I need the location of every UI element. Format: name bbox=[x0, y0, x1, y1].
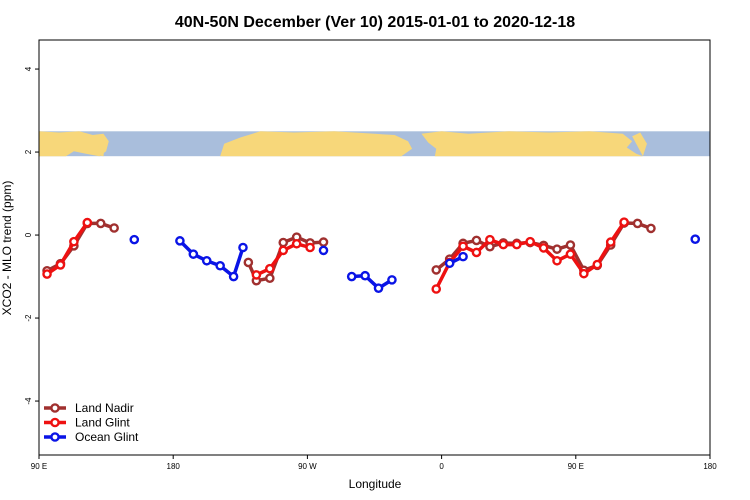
ocean-glint-point-3-3 bbox=[387, 275, 397, 285]
ocean-glint-point-4-0 bbox=[444, 258, 455, 269]
land-nadir-point-2-9 bbox=[552, 244, 562, 254]
x-tick-label-3: 0 bbox=[439, 462, 444, 471]
ocean-glint-point-3-1 bbox=[360, 270, 370, 281]
x-tick-label-2: 90 W bbox=[298, 462, 317, 471]
series-ocean-glint bbox=[129, 234, 701, 293]
y-tick-label-3: 2 bbox=[24, 149, 33, 154]
land-glint-point-2-3 bbox=[471, 247, 482, 258]
y-axis-label: XCO2 - MLO trend (ppm) bbox=[0, 181, 14, 316]
land-nadir-point-2-0 bbox=[431, 265, 442, 275]
x-axis: 90 E 180 90 W 0 90 E 180 bbox=[31, 455, 717, 471]
x-axis-label: Longitude bbox=[349, 477, 402, 491]
x-tick-label-1: 180 bbox=[167, 462, 181, 471]
land-glint-point-2-6 bbox=[511, 239, 522, 250]
land-glint-point-2-4 bbox=[485, 234, 495, 245]
land-glint-point-2-11 bbox=[579, 268, 589, 279]
land-glint-point-2-12 bbox=[592, 259, 603, 270]
ocean-glint-point-1-4 bbox=[228, 271, 239, 282]
land-glint-point-0-0 bbox=[42, 269, 52, 279]
legend-label-land-nadir: Land Nadir bbox=[75, 401, 134, 415]
land-nadir-point-0-5 bbox=[109, 223, 119, 233]
ocean-glint-point-1-1 bbox=[188, 249, 199, 259]
legend-marker-land-nadir bbox=[50, 403, 60, 413]
land-nadir-point-1-6 bbox=[318, 237, 329, 247]
map-land-5 bbox=[632, 132, 647, 157]
ocean-glint-point-1-5 bbox=[238, 242, 248, 253]
plot-frame bbox=[38, 39, 711, 456]
legend-marker-ocean-glint bbox=[50, 432, 60, 442]
map-land-1 bbox=[96, 143, 105, 157]
land-glint-point-1-2 bbox=[278, 245, 289, 256]
world-map-band bbox=[39, 131, 710, 157]
land-glint-point-1-0 bbox=[251, 270, 262, 280]
map-land-2 bbox=[220, 131, 643, 157]
ocean-glint-point-0-0 bbox=[129, 234, 140, 245]
y-tick-label-1: -2 bbox=[24, 314, 33, 322]
land-nadir-point-2-16 bbox=[646, 223, 656, 234]
land-glint-point-2-9 bbox=[552, 255, 562, 266]
map-land-4 bbox=[385, 142, 396, 154]
ocean-glint-point-4-1 bbox=[458, 251, 468, 262]
land-glint-point-0-3 bbox=[82, 217, 93, 228]
land-nadir-point-2-10 bbox=[565, 240, 576, 250]
ocean-glint-point-1-2 bbox=[201, 255, 212, 266]
land-glint-point-1-1 bbox=[265, 263, 275, 274]
y-tick-label-0: -4 bbox=[24, 397, 33, 405]
land-glint-point-2-10 bbox=[565, 249, 576, 259]
map-land-3 bbox=[220, 131, 413, 157]
land-glint-point-2-2 bbox=[458, 241, 468, 252]
y-tick-label-2: 0 bbox=[24, 232, 33, 237]
legend-marker-land-glint bbox=[50, 417, 60, 428]
legend-label-land-glint: Land Glint bbox=[75, 416, 130, 430]
land-nadir-point-0-4 bbox=[95, 218, 106, 229]
x-tick-label-0: 90 E bbox=[31, 462, 47, 471]
ocean-glint-point-1-0 bbox=[175, 236, 185, 246]
legend-label-ocean-glint: Ocean Glint bbox=[75, 430, 139, 444]
ocean-glint-point-1-3 bbox=[215, 260, 225, 271]
ocean-glint-point-3-2 bbox=[373, 283, 384, 293]
y-axis: -4 -2 0 2 4 bbox=[24, 66, 39, 405]
land-glint-point-1-4 bbox=[305, 242, 315, 253]
land-glint-point-2-14 bbox=[619, 217, 629, 227]
land-glint-point-2-8 bbox=[538, 243, 549, 253]
land-glint-point-0-1 bbox=[55, 260, 66, 270]
land-nadir-point-2-15 bbox=[632, 218, 643, 229]
x-tick-label-4: 90 E bbox=[568, 462, 584, 471]
land-nadir-point-1-3 bbox=[278, 237, 289, 248]
chart-title: 40N-50N December (Ver 10) 2015-01-01 to … bbox=[175, 14, 575, 31]
series-layer bbox=[42, 217, 701, 294]
map-land-0 bbox=[39, 131, 109, 157]
land-glint-point-2-13 bbox=[605, 237, 616, 247]
series-land-glint bbox=[42, 217, 629, 294]
land-nadir-point-1-2 bbox=[265, 273, 275, 284]
y-tick-label-4: 4 bbox=[24, 66, 33, 71]
land-glint-point-0-2 bbox=[69, 236, 79, 247]
ocean-glint-line-1 bbox=[178, 239, 245, 279]
ocean-glint-point-5-0 bbox=[690, 234, 701, 244]
land-glint-point-2-0 bbox=[431, 284, 442, 294]
ocean-glint-line-3 bbox=[351, 273, 393, 290]
ocean-glint-point-3-0 bbox=[346, 271, 357, 282]
land-glint-point-2-5 bbox=[498, 239, 509, 250]
land-glint-point-1-3 bbox=[291, 238, 302, 249]
land-glint-line-0 bbox=[46, 221, 89, 276]
x-tick-label-5: 180 bbox=[703, 462, 717, 471]
land-glint-point-2-7 bbox=[525, 236, 535, 247]
land-nadir-point-1-0 bbox=[243, 257, 254, 268]
ocean-glint-point-2-0 bbox=[318, 245, 329, 256]
land-nadir-point-2-3 bbox=[471, 235, 482, 246]
